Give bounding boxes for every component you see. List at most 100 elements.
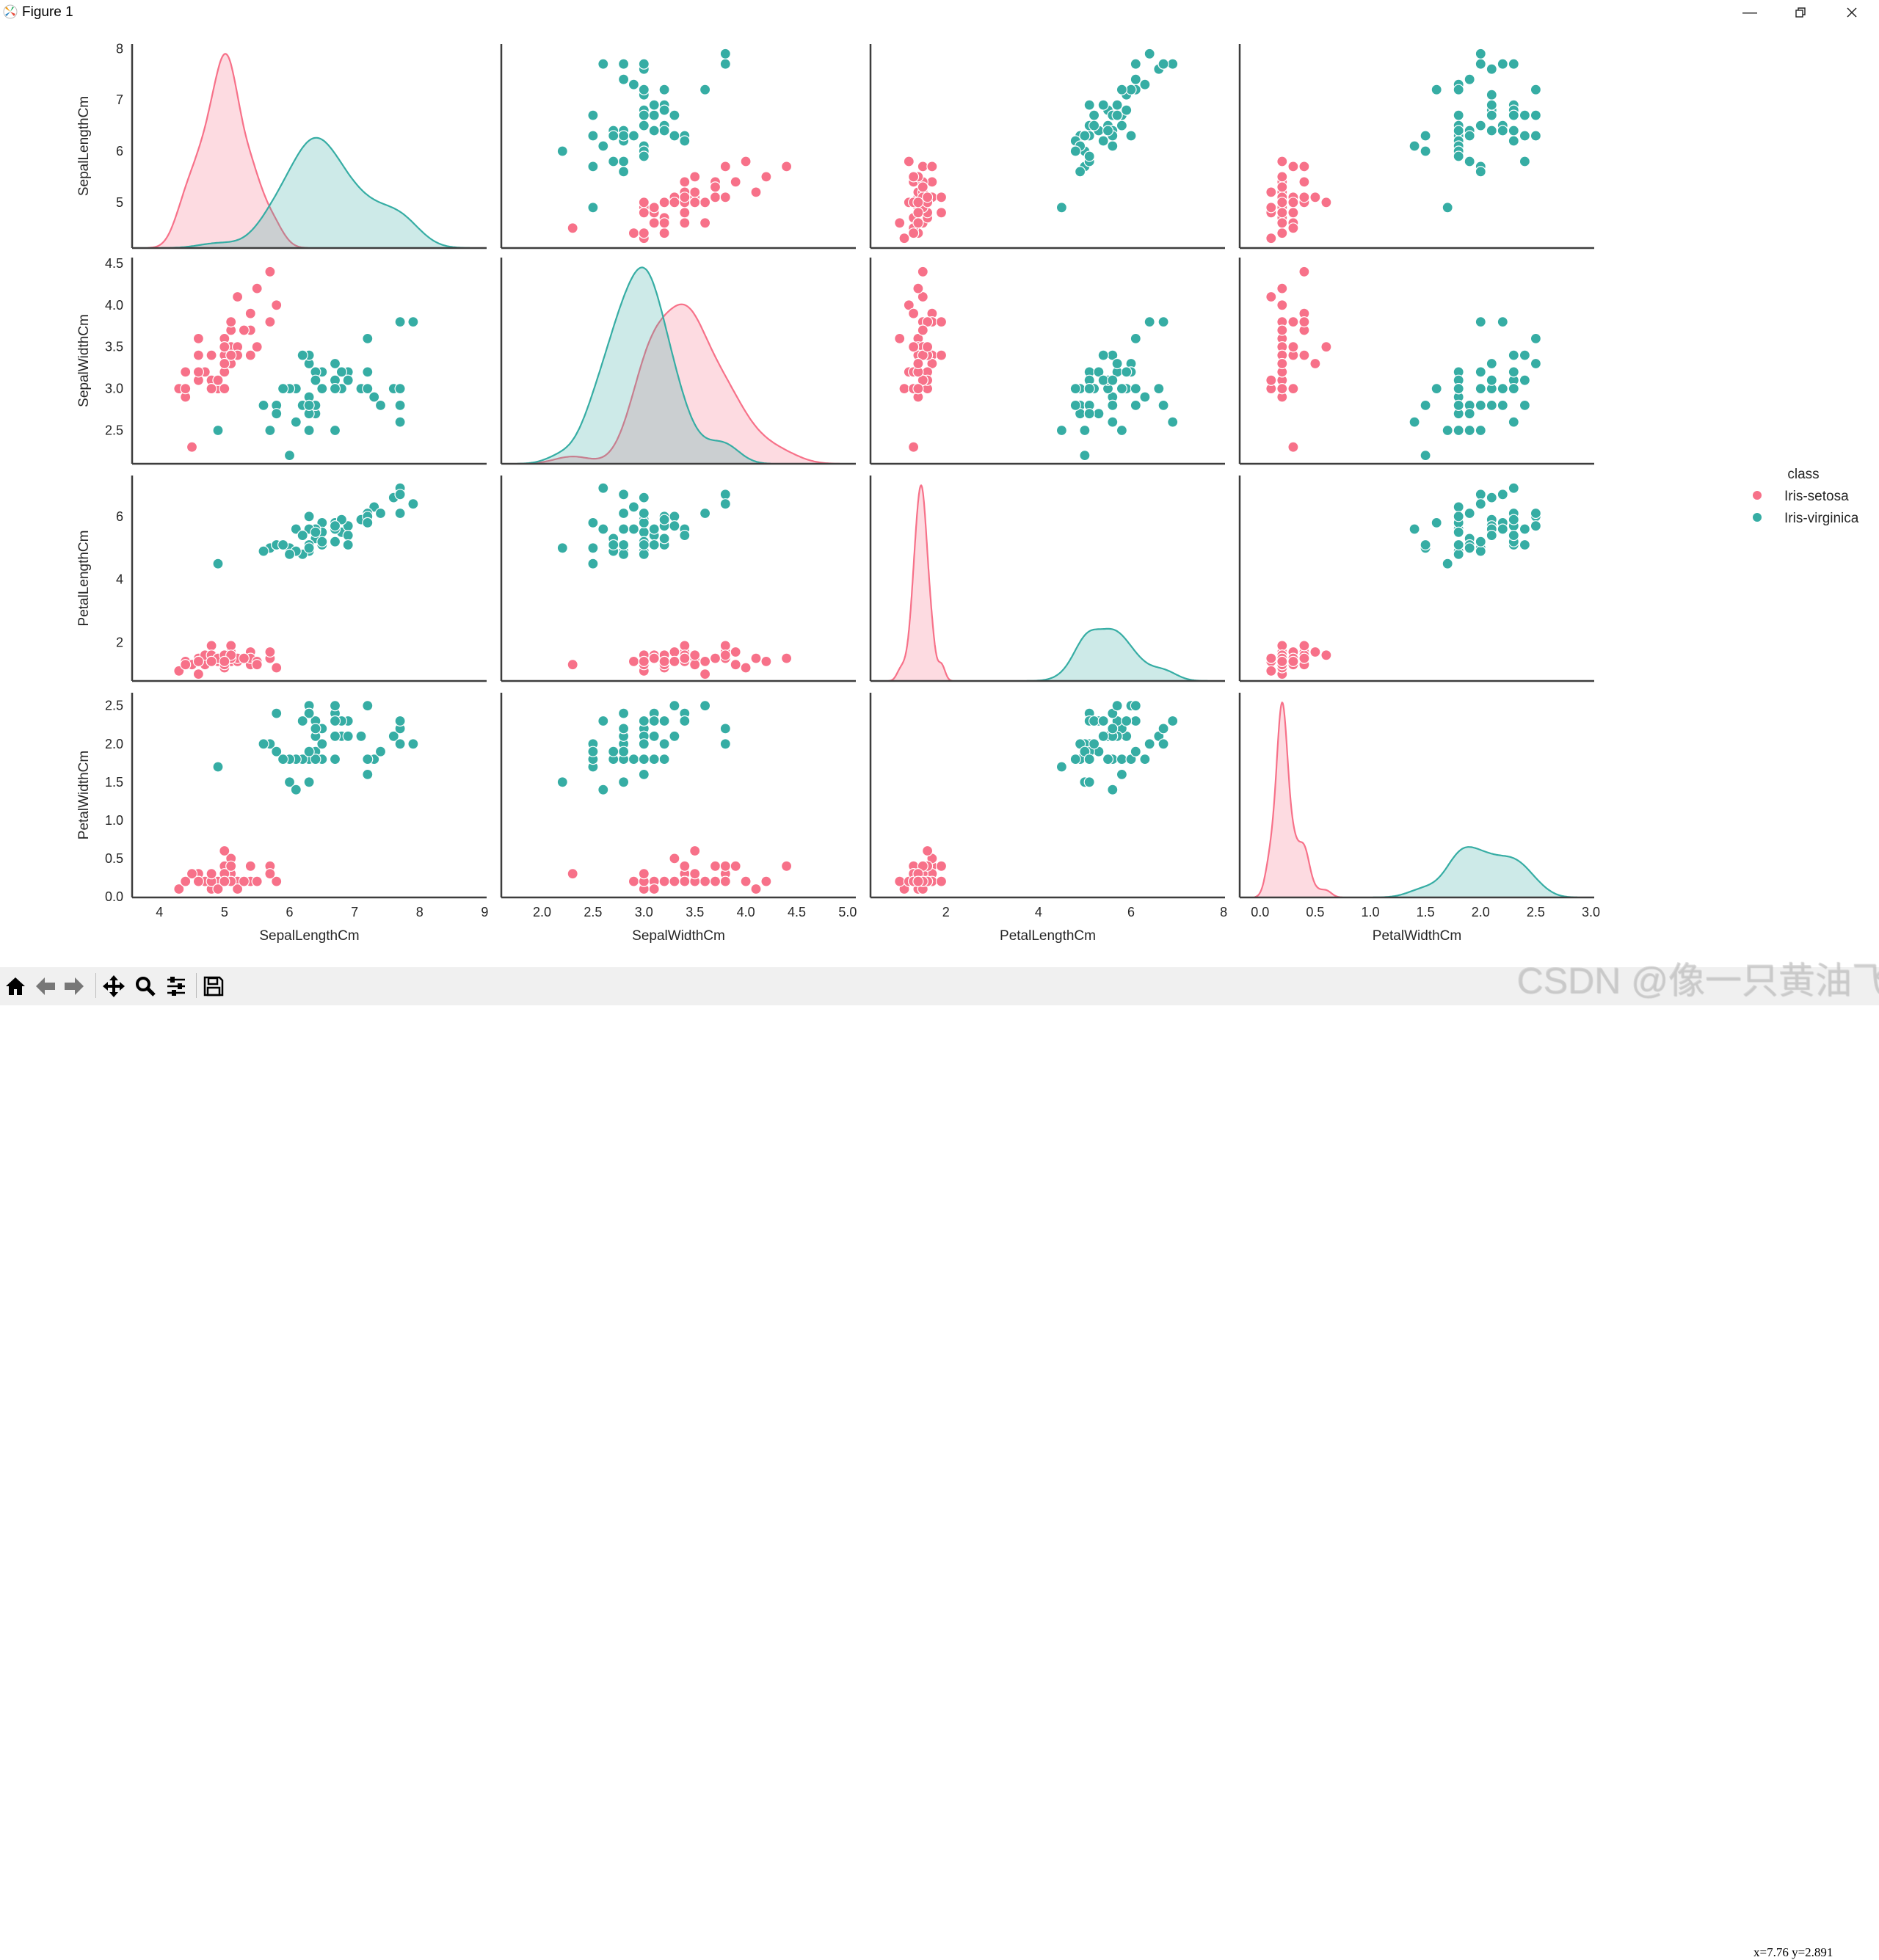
point-Iris-setosa [1320, 649, 1332, 661]
point-Iris-virginica [362, 366, 374, 378]
point-Iris-setosa [1287, 655, 1299, 668]
home-button[interactable] [2, 973, 29, 999]
point-Iris-setosa [679, 860, 691, 872]
point-Iris-virginica [617, 539, 630, 551]
point-Iris-virginica [638, 84, 650, 95]
point-Iris-virginica [1486, 125, 1497, 136]
y-tick-label: 8 [116, 41, 123, 56]
point-Iris-setosa [917, 291, 928, 303]
point-Iris-virginica [329, 700, 341, 712]
subplot-SepalWidthCm-vs-PetalWidthCm [1238, 258, 1594, 465]
point-Iris-setosa [679, 217, 691, 229]
point-Iris-virginica [1486, 492, 1497, 503]
forward-button[interactable] [61, 973, 87, 999]
zoom-button[interactable] [132, 973, 159, 999]
back-button[interactable] [32, 973, 59, 999]
point-Iris-virginica [362, 768, 374, 781]
kde-line-Iris-setosa [1254, 702, 1342, 898]
point-Iris-setosa [1298, 316, 1310, 328]
point-Iris-virginica [628, 753, 640, 765]
configure-subplots-button[interactable] [163, 973, 189, 999]
point-Iris-setosa [912, 382, 924, 395]
y-tick-label: 1.0 [105, 813, 123, 828]
point-Iris-virginica [719, 489, 731, 500]
point-Iris-setosa [699, 197, 711, 208]
point-Iris-setosa [180, 382, 192, 395]
point-Iris-setosa [192, 366, 204, 378]
point-Iris-virginica [1464, 130, 1475, 142]
point-Iris-virginica [1083, 753, 1095, 765]
point-Iris-virginica [283, 449, 296, 462]
point-Iris-setosa [628, 875, 640, 887]
point-Iris-virginica [1464, 408, 1475, 420]
point-Iris-virginica [1088, 738, 1100, 750]
point-Iris-virginica [1409, 523, 1420, 535]
point-Iris-setosa [669, 197, 680, 208]
point-Iris-setosa [638, 868, 650, 880]
point-Iris-virginica [1453, 501, 1464, 513]
back-arrow-icon [36, 977, 55, 995]
point-Iris-virginica [1097, 135, 1109, 147]
point-Iris-virginica [638, 738, 650, 750]
x-tick-label: 5 [221, 905, 228, 919]
point-Iris-virginica [1144, 316, 1155, 328]
point-Iris-virginica [303, 424, 315, 437]
point-Iris-setosa [1309, 192, 1321, 203]
kde-line-Iris-virginica [1373, 846, 1578, 899]
point-Iris-setosa [730, 176, 741, 188]
point-Iris-virginica [1130, 700, 1141, 712]
point-Iris-virginica [1431, 84, 1442, 95]
point-Iris-virginica [1519, 374, 1530, 386]
point-Iris-virginica [316, 536, 328, 547]
point-Iris-setosa [1276, 299, 1288, 311]
point-Iris-setosa [638, 207, 650, 219]
x-tick-label: 8 [416, 905, 424, 919]
point-Iris-setosa [709, 192, 722, 203]
x-tick-label: 4.5 [788, 905, 806, 919]
point-Iris-setosa [689, 649, 701, 661]
save-button[interactable] [200, 973, 227, 999]
point-Iris-virginica [407, 738, 419, 750]
y-tick-label: 0.0 [105, 889, 123, 904]
x-axis-label: PetalLengthCm [1000, 928, 1096, 944]
point-Iris-setosa [669, 655, 680, 668]
point-Iris-setosa [921, 316, 934, 328]
subplot-SepalLengthCm-vs-SepalWidthCm [500, 44, 856, 249]
x-tick-label: 6 [1127, 905, 1135, 919]
point-Iris-virginica [617, 723, 630, 735]
point-Iris-virginica [1116, 768, 1128, 781]
point-Iris-virginica [628, 130, 640, 142]
point-Iris-setosa [567, 868, 578, 880]
point-Iris-virginica [368, 391, 380, 403]
pan-button[interactable] [101, 973, 127, 999]
close-button[interactable] [1830, 1, 1874, 23]
subplot-SepalWidthCm-vs-SepalLengthCm [131, 258, 487, 465]
point-Iris-setosa [679, 192, 691, 203]
pairplot-figure[interactable]: 4 5 6 7 8 9 SepalLengthCm 2.0 2.5 3.0 3.5 4.0 4.5 5.0… [0, 0, 1879, 967]
point-Iris-setosa [750, 652, 762, 664]
y-tick-label: 1.5 [105, 775, 123, 790]
point-Iris-setosa [679, 640, 691, 652]
point-Iris-virginica [329, 753, 341, 765]
point-Iris-virginica [335, 366, 347, 378]
restore-button[interactable] [1778, 1, 1822, 23]
point-Iris-virginica [1420, 539, 1431, 551]
point-Iris-setosa [264, 266, 276, 277]
point-Iris-virginica [1464, 507, 1475, 520]
x-axis-label: SepalLengthCm [259, 928, 359, 944]
point-Iris-setosa [192, 668, 204, 680]
point-Iris-virginica [1083, 776, 1095, 788]
point-Iris-virginica [271, 707, 283, 719]
point-Iris-virginica [1486, 109, 1497, 121]
point-Iris-virginica [297, 349, 308, 361]
minimize-button[interactable]: — [1728, 1, 1772, 23]
point-Iris-setosa [628, 227, 640, 239]
point-Iris-setosa [264, 646, 276, 658]
x-axis-label: SepalWidthCm [632, 928, 725, 944]
point-Iris-setosa [669, 853, 680, 864]
point-Iris-virginica [1111, 99, 1123, 111]
point-Iris-virginica [1121, 715, 1133, 727]
point-Iris-virginica [1116, 382, 1128, 395]
point-Iris-virginica [1497, 399, 1508, 412]
point-Iris-virginica [699, 700, 711, 712]
